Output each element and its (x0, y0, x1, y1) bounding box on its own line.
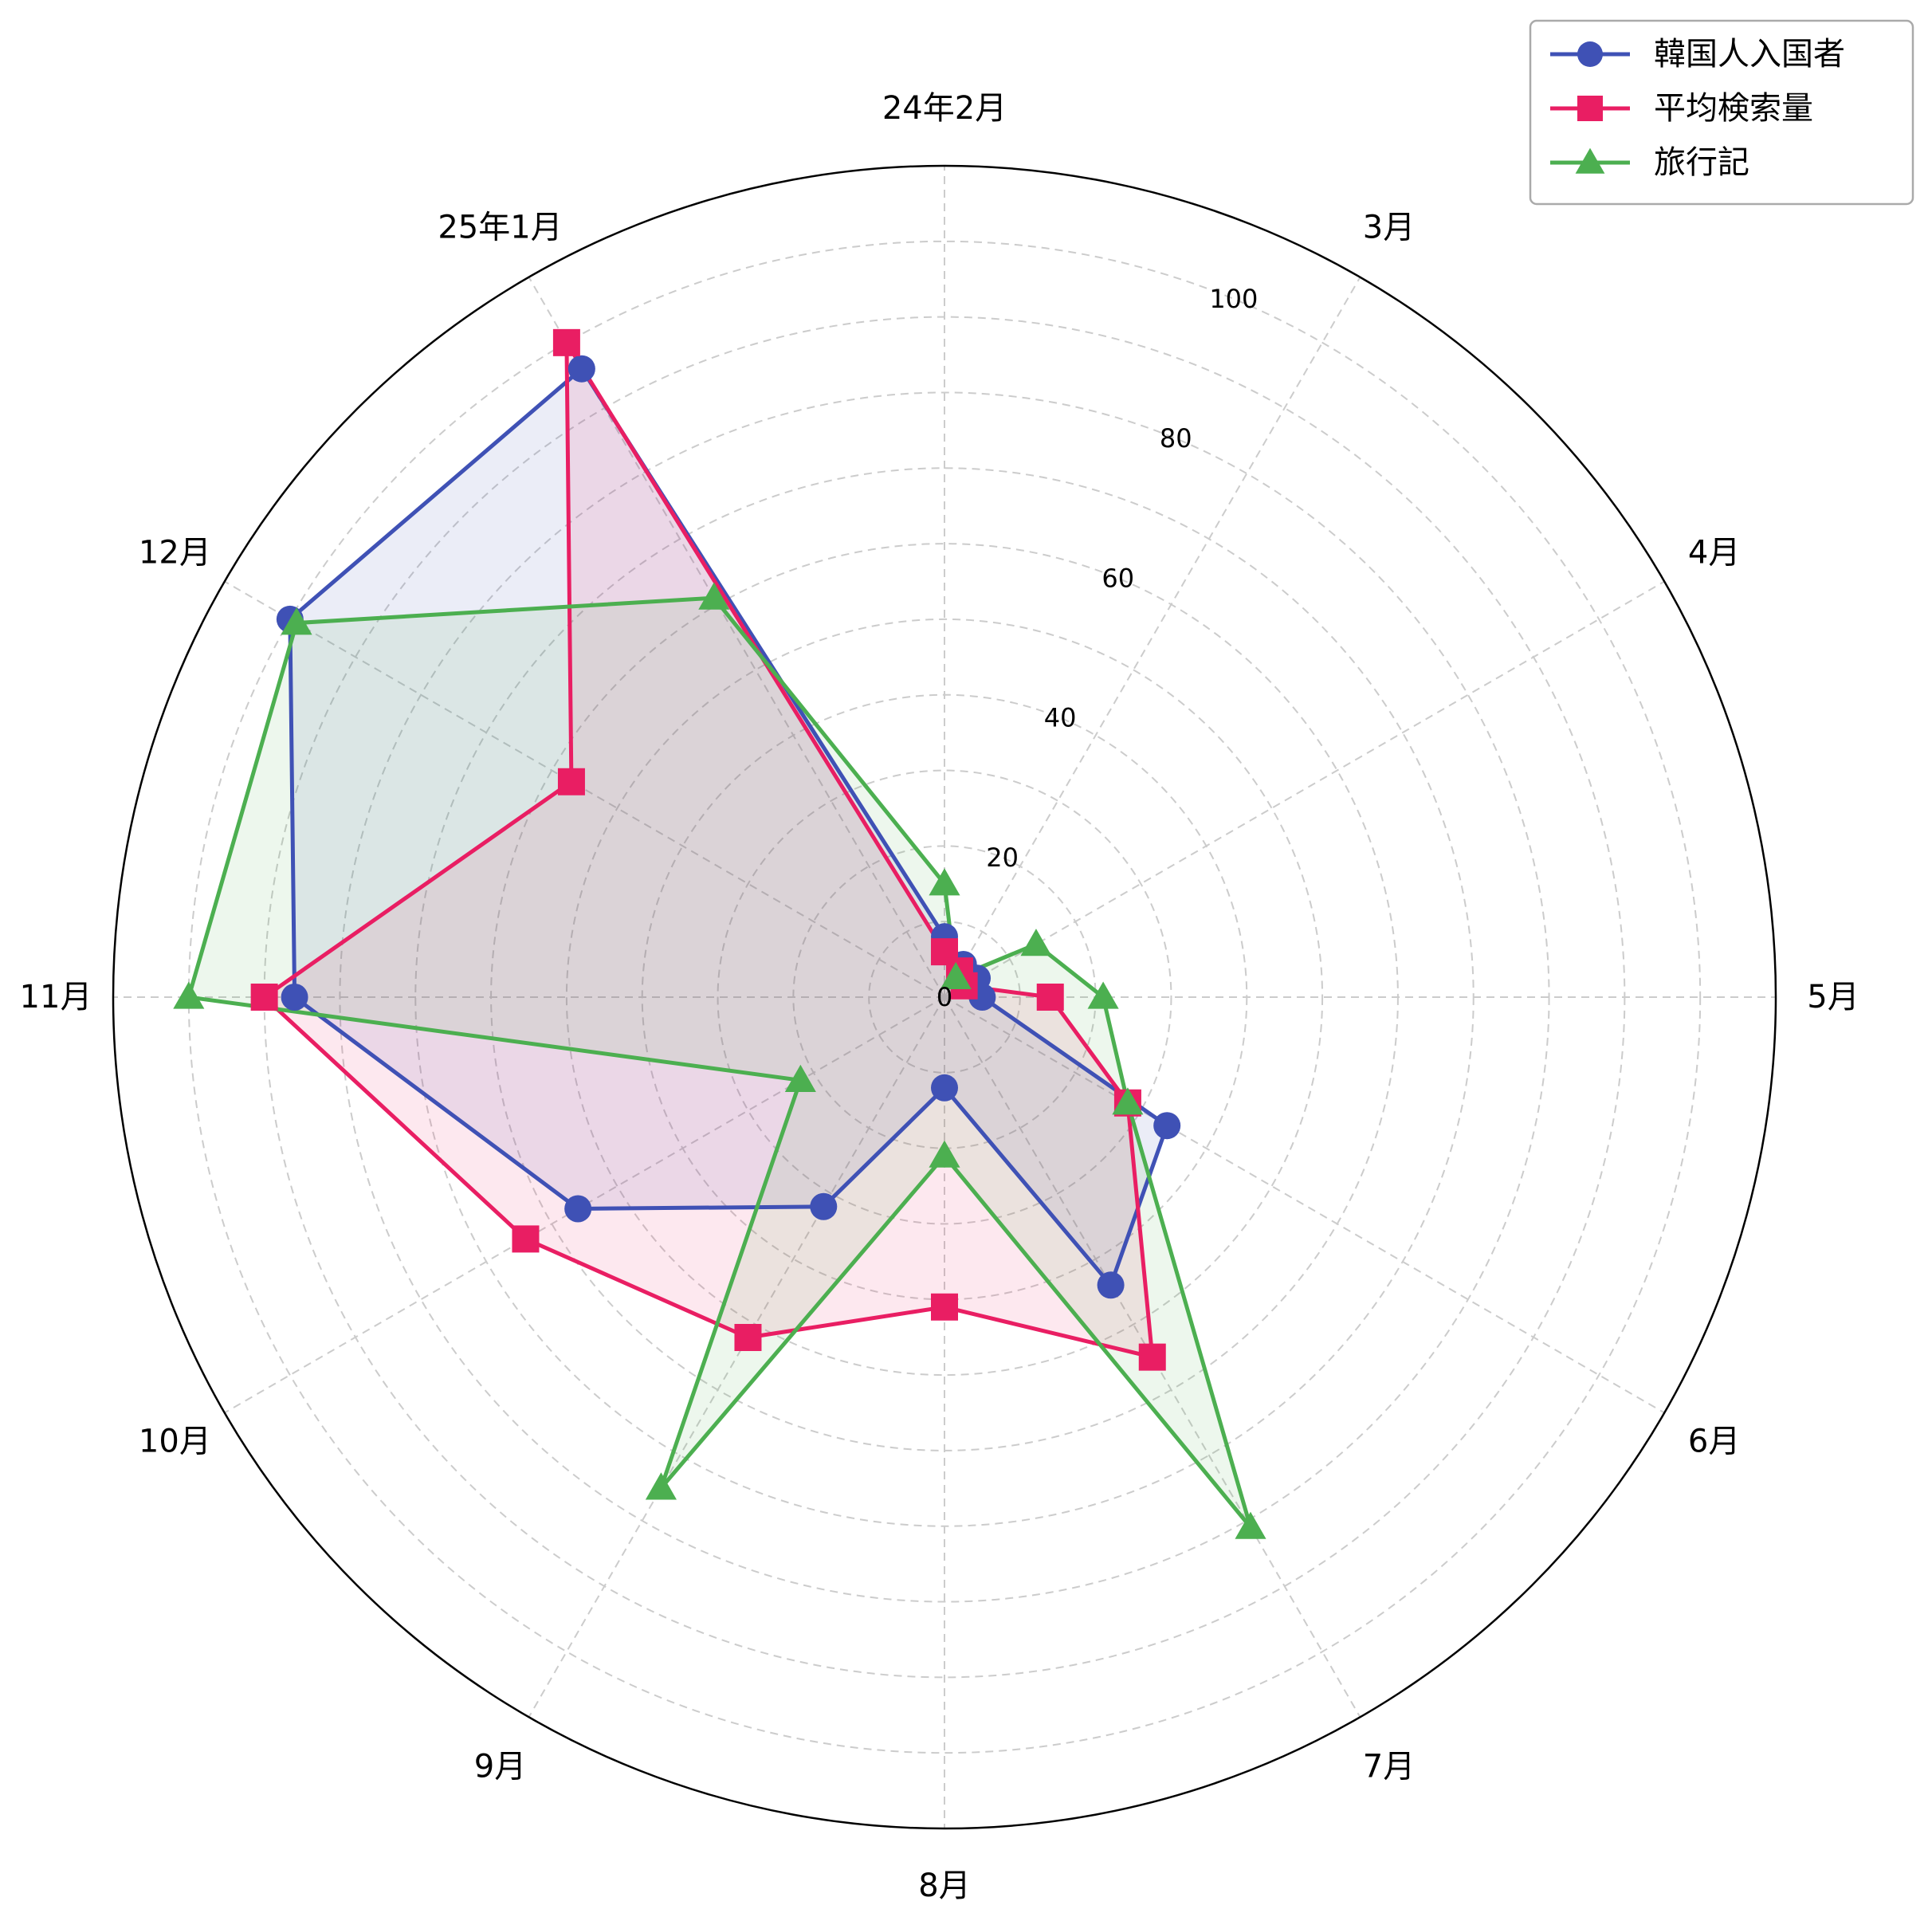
series-fill (289, 368, 1168, 1286)
category-label: 8月 (918, 1868, 970, 1904)
series-markers (173, 328, 1266, 1539)
category-label: 3月 (1363, 209, 1415, 245)
category-label: 11月 (20, 979, 92, 1015)
data-point (931, 1074, 958, 1102)
data-point (1153, 1112, 1181, 1140)
data-point (940, 961, 972, 990)
grid-spoke (944, 277, 1361, 998)
data-point (564, 1195, 592, 1223)
legend-box (1529, 19, 1914, 206)
data-point (784, 1064, 816, 1092)
grid-spoke (528, 996, 945, 1718)
data-point (1087, 981, 1119, 1009)
data-point (552, 328, 580, 356)
category-label: 4月 (1688, 535, 1740, 572)
series-fill (188, 598, 1251, 1528)
category-label: 10月 (139, 1424, 211, 1460)
data-point (281, 984, 308, 1011)
data-point (1112, 1087, 1144, 1115)
data-point (734, 1323, 762, 1351)
category-label: 25年1月 (438, 209, 562, 245)
grid-spoke (944, 996, 1361, 1718)
legend-entry[interactable]: 旅行記 (1550, 144, 1749, 181)
tick-label: 20 (986, 843, 1019, 873)
grid-spoke (944, 580, 1665, 998)
legend-label: 平均検索量 (1654, 90, 1813, 127)
tick-label: 60 (1101, 563, 1134, 593)
grid-spoke (224, 996, 945, 1414)
legend-marker (1575, 147, 1605, 174)
data-point (645, 1472, 677, 1500)
grid-spoke (944, 996, 1665, 1414)
data-point (929, 1140, 960, 1168)
data-point (250, 984, 278, 1011)
legend-label: 韓国人入国者 (1654, 36, 1845, 73)
data-point (698, 582, 730, 610)
category-label: 9月 (474, 1749, 526, 1785)
category-label: 24年2月 (882, 90, 1007, 127)
data-point (1138, 1343, 1166, 1371)
data-point (931, 1293, 958, 1321)
series-fills (188, 342, 1251, 1528)
data-point (1020, 929, 1052, 956)
data-point (1097, 1271, 1125, 1299)
data-point (810, 1192, 838, 1220)
legend-entry[interactable]: 平均検索量 (1550, 90, 1813, 127)
data-point (281, 607, 312, 635)
legend-label: 旅行記 (1654, 144, 1749, 181)
data-point (512, 1225, 540, 1253)
tick-label: 80 (1160, 423, 1192, 454)
grid-ring (717, 769, 1172, 1225)
axis-labels: 24年2月 3月 4月 5月 6月 7月 8月 9月 10月 11月 12月 25年1月 0 20 40 60… (20, 90, 1859, 1904)
grid-spoke (224, 580, 945, 998)
category-label: 6月 (1688, 1424, 1740, 1460)
category-label: 5月 (1807, 979, 1859, 1015)
data-point (567, 355, 595, 383)
grid-ring (339, 391, 1550, 1603)
legend-entry[interactable]: 韓国人入国者 (1550, 36, 1845, 73)
legend-marker (1577, 41, 1603, 67)
data-point (929, 868, 960, 896)
tick-label: 0 (937, 982, 952, 1012)
legend-marker (1577, 96, 1603, 121)
tick-label: 100 (1209, 284, 1258, 314)
category-label: 7月 (1363, 1749, 1415, 1785)
data-point (1235, 1511, 1266, 1539)
data-point (173, 981, 205, 1009)
data-point (557, 768, 585, 795)
polar-frame (112, 164, 1777, 1830)
data-point (1036, 984, 1064, 1011)
category-label: 12月 (139, 535, 211, 572)
grid-ring (565, 618, 1324, 1377)
tick-label: 40 (1044, 703, 1077, 733)
